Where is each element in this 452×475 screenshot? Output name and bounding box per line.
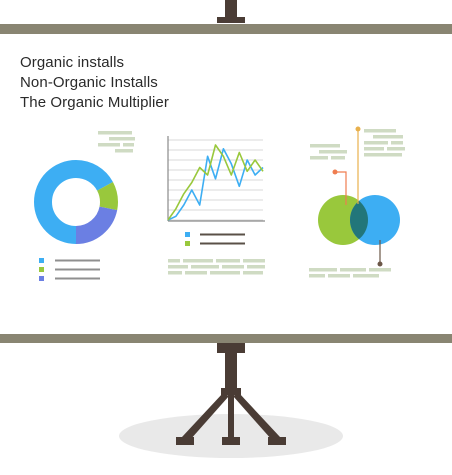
venn-text-right-bar-3-1 (387, 147, 405, 151)
line-text-bar-1-0 (168, 265, 188, 269)
line-text-bar-0-3 (243, 259, 265, 263)
stand-leg-center (228, 393, 234, 441)
headline-line-organic-installs: Organic installs (20, 54, 125, 71)
venn-text-left-bar-2-1 (331, 156, 345, 160)
screen-bottom-bar (0, 334, 452, 343)
hanger-cap (217, 17, 245, 23)
headline-lines: Organic installs Non-Organic Installs Th… (20, 53, 169, 113)
venn-text-right-bar-4-0 (364, 153, 402, 157)
stand-leg-left (182, 393, 229, 440)
donut-text-bar-2-0 (98, 143, 120, 147)
donut-placeholder-text (98, 131, 135, 153)
line-legend-swatch-green (185, 241, 190, 246)
line-text-bar-1-2 (222, 265, 244, 269)
hanger-post (225, 0, 237, 22)
venn-text-right-bar-1-1 (373, 135, 403, 139)
stand-hub (221, 388, 241, 395)
line-text-bar-2-3 (243, 271, 263, 275)
donut-legend (39, 258, 100, 281)
line-chart-series (167, 144, 264, 221)
screen-top-bar (0, 24, 452, 34)
line-series-green (167, 144, 264, 221)
line-text-bar-0-2 (216, 259, 240, 263)
line-text-bar-1-1 (191, 265, 219, 269)
venn-text-bottom-bar-1-2 (353, 274, 379, 278)
line-text-bar-0-0 (168, 259, 180, 263)
line-text-bar-2-1 (185, 271, 207, 275)
donut-legend-line-blue (55, 259, 100, 262)
venn-text-bottom-bar-0-1 (340, 268, 366, 272)
venn-text-bottom-bar-0-2 (369, 268, 391, 272)
line-legend-line-green (200, 242, 245, 245)
line-chart-placeholder-text (168, 259, 265, 275)
venn-placeholder-text (309, 129, 405, 278)
line-legend-line-blue (200, 233, 245, 236)
line-text-bar-2-0 (168, 271, 182, 275)
headline-line-non-organic-installs: Non-Organic Installs (20, 74, 158, 91)
line-text-bar-2-2 (210, 271, 240, 275)
donut-legend-swatch-green (39, 267, 44, 272)
donut-slice-green (34, 160, 118, 244)
callout-dot-tan (355, 126, 361, 132)
donut-text-bar-0-0 (98, 131, 132, 135)
donut-legend-line-purple (55, 277, 100, 280)
donut-text-bar-1-1 (109, 137, 135, 141)
stand-foot-center (222, 437, 240, 445)
line-text-bar-1-3 (247, 265, 265, 269)
venn-text-left-bar-1-1 (319, 150, 347, 154)
line-legend-swatch-blue (185, 232, 190, 237)
venn-text-bottom-bar-1-0 (309, 274, 325, 278)
callout-dot-orange (332, 169, 338, 175)
line-chart-axes (167, 136, 265, 222)
venn-text-right-bar-2-1 (391, 141, 403, 145)
venn-text-bottom-bar-0-0 (309, 268, 337, 272)
stand-leg-right (233, 393, 280, 440)
donut-legend-swatch-purple (39, 276, 44, 281)
venn-diagram (318, 195, 400, 245)
venn-text-right-bar-0-0 (364, 129, 396, 133)
venn-text-left-bar-2-0 (310, 156, 328, 160)
donut-text-bar-3-1 (115, 149, 133, 153)
stand-pole (225, 350, 237, 392)
line-series-blue (167, 148, 264, 221)
callout-line-orange (335, 171, 347, 205)
stand-collar (217, 343, 245, 353)
donut-legend-line-green (55, 268, 100, 271)
stand-foot-right (268, 437, 286, 445)
donut-chart (34, 160, 118, 244)
donut-text-bar-2-1 (123, 143, 134, 147)
callout-dot-brown (377, 261, 383, 267)
line-text-bar-0-1 (183, 259, 213, 263)
venn-text-right-bar-3-0 (364, 147, 384, 151)
venn-intersection (350, 195, 368, 245)
projector-stand (119, 343, 343, 458)
venn-text-bottom-bar-1-1 (328, 274, 350, 278)
line-chart-legend (185, 232, 245, 246)
donut-slice-purple (34, 160, 118, 244)
headline-line-organic-multiplier: The Organic Multiplier (20, 94, 169, 111)
venn-text-left-bar-0-0 (310, 144, 340, 148)
venn-callouts (332, 126, 383, 267)
donut-legend-swatch-blue (39, 258, 44, 263)
stand-foot-left (176, 437, 194, 445)
venn-text-right-bar-2-0 (364, 141, 388, 145)
